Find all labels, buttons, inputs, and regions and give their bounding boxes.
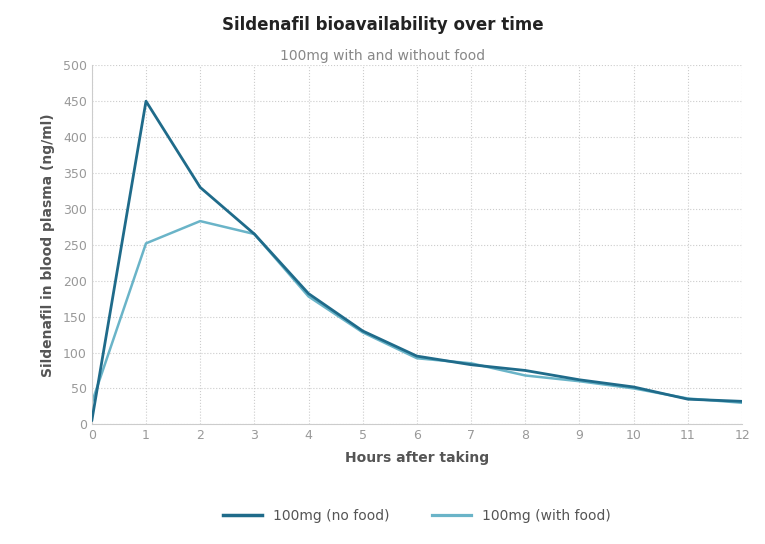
Line: 100mg (with food): 100mg (with food) bbox=[92, 221, 742, 403]
Legend: 100mg (no food), 100mg (with food): 100mg (no food), 100mg (with food) bbox=[218, 503, 616, 528]
100mg (with food) bbox=[358, 329, 367, 336]
100mg (with food) bbox=[683, 395, 692, 401]
100mg (no food) bbox=[249, 231, 259, 237]
100mg (no food) bbox=[358, 327, 367, 334]
100mg (no food) bbox=[196, 184, 205, 190]
100mg (with food) bbox=[629, 385, 638, 392]
100mg (no food) bbox=[412, 353, 422, 360]
100mg (no food) bbox=[683, 396, 692, 403]
Y-axis label: Sildenafil in blood plasma (ng/ml): Sildenafil in blood plasma (ng/ml) bbox=[41, 113, 54, 376]
100mg (no food) bbox=[467, 361, 476, 368]
100mg (with food) bbox=[521, 372, 530, 379]
100mg (no food) bbox=[142, 98, 151, 104]
100mg (with food) bbox=[467, 360, 476, 367]
100mg (no food) bbox=[87, 417, 96, 424]
100mg (with food) bbox=[87, 399, 96, 406]
Text: 100mg with and without food: 100mg with and without food bbox=[280, 49, 485, 63]
100mg (with food) bbox=[304, 293, 313, 300]
100mg (no food) bbox=[304, 290, 313, 297]
100mg (no food) bbox=[629, 384, 638, 390]
100mg (with food) bbox=[737, 399, 747, 406]
100mg (with food) bbox=[575, 378, 584, 385]
100mg (with food) bbox=[196, 218, 205, 224]
100mg (no food) bbox=[575, 376, 584, 383]
X-axis label: Hours after taking: Hours after taking bbox=[345, 450, 489, 465]
100mg (with food) bbox=[142, 240, 151, 246]
100mg (no food) bbox=[737, 398, 747, 405]
100mg (with food) bbox=[412, 355, 422, 362]
Line: 100mg (no food): 100mg (no food) bbox=[92, 101, 742, 421]
100mg (no food) bbox=[521, 367, 530, 374]
Text: Sildenafil bioavailability over time: Sildenafil bioavailability over time bbox=[222, 16, 543, 34]
100mg (with food) bbox=[249, 231, 259, 237]
